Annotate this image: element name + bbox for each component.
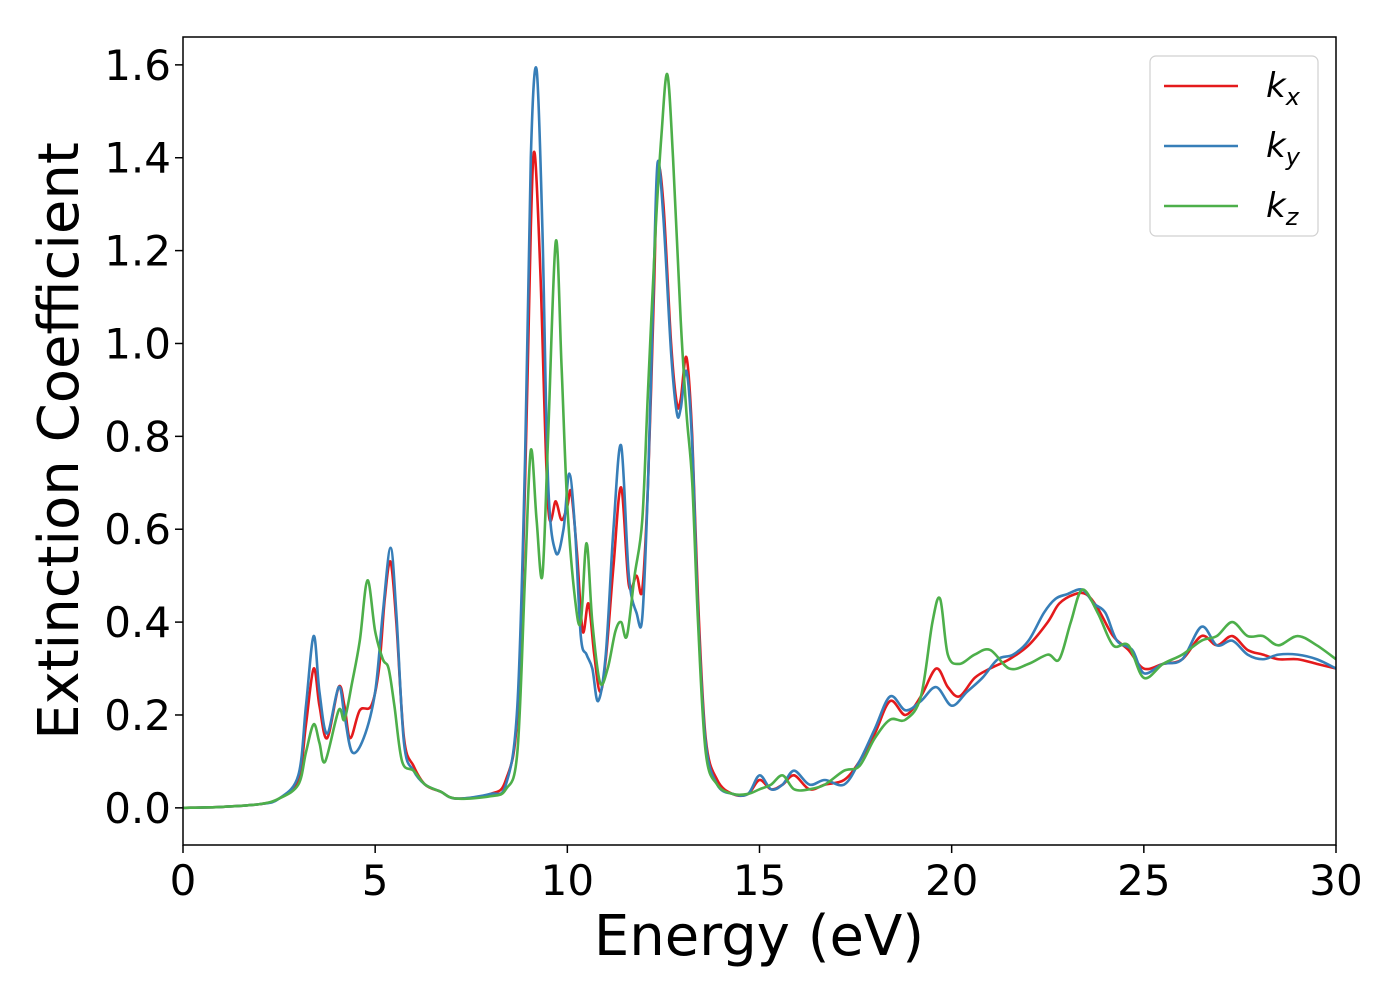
x-tick-label: 0 xyxy=(170,856,197,905)
y-tick-label: 0.8 xyxy=(104,412,171,461)
series-line-kz xyxy=(183,72,1336,810)
x-tick-label: 10 xyxy=(541,856,594,905)
y-axis-label: Extinction Coefficient xyxy=(27,142,92,740)
x-tick-label: 5 xyxy=(362,856,389,905)
y-tick-label: 1.0 xyxy=(104,319,171,368)
y-tick-label: 0.6 xyxy=(104,505,171,554)
x-axis-label: Energy (eV) xyxy=(594,904,924,969)
x-tick-label: 25 xyxy=(1117,856,1170,905)
x-tick-label: 15 xyxy=(733,856,786,905)
y-tick-label: 0.2 xyxy=(104,691,171,740)
y-tick-label: 1.2 xyxy=(104,227,171,276)
x-tick-label: 30 xyxy=(1309,856,1362,905)
series-line-kx xyxy=(183,150,1336,810)
y-axis-ticks: 0.0 0.2 0.4 0.6 0.8 1.0 1.2 1.4 1.6 xyxy=(104,41,183,833)
y-tick-label: 0.4 xyxy=(104,598,171,647)
y-tick-label: 0.0 xyxy=(104,784,171,833)
y-tick-label: 1.4 xyxy=(104,134,171,183)
y-tick-label: 1.6 xyxy=(104,41,171,90)
series-layer xyxy=(183,66,1336,810)
x-axis-ticks: 0 5 10 15 20 25 30 xyxy=(170,845,1363,905)
x-tick-label: 20 xyxy=(925,856,978,905)
